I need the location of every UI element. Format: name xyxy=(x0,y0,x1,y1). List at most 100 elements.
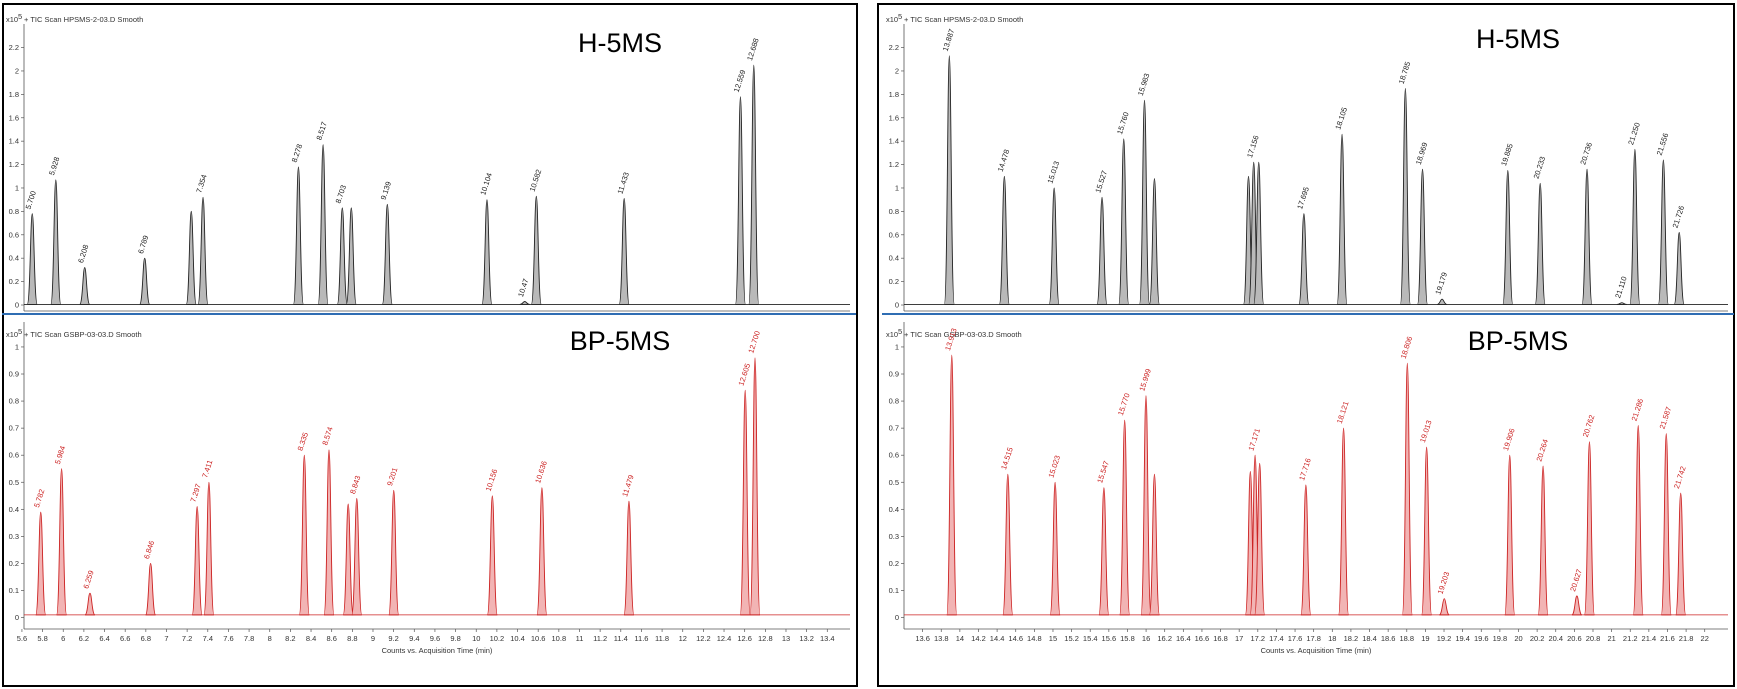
x-tick-label: 9.8 xyxy=(450,634,460,643)
y-tick-label: 2 xyxy=(15,66,19,75)
x-tick-label: 18.8 xyxy=(1399,634,1414,643)
peak-mark xyxy=(1581,168,1593,305)
peak-label: 5.782 xyxy=(32,488,46,509)
peak-mark xyxy=(1660,433,1672,616)
x-tick-label: 19.4 xyxy=(1455,634,1470,643)
x-tick-label: 21.2 xyxy=(1623,634,1638,643)
y-tick-label: 1.6 xyxy=(889,113,899,122)
x-tick-label: 6 xyxy=(61,634,65,643)
x-tick-label: 7.2 xyxy=(182,634,192,643)
peak-mark xyxy=(1098,487,1110,616)
peak-label: 21.250 xyxy=(1626,121,1642,146)
peak-mark xyxy=(735,96,746,305)
y-scale-exponent: 5 xyxy=(18,327,22,336)
peak-label: 13.887 xyxy=(941,28,957,53)
x-tick-label: 15.6 xyxy=(1102,634,1117,643)
chart-title: BP-5MS xyxy=(570,326,671,356)
peak-mark xyxy=(1504,454,1516,616)
x-tick-label: 18 xyxy=(1328,634,1336,643)
x-tick-label: 20.4 xyxy=(1548,634,1563,643)
x-tick-label: 7.6 xyxy=(223,634,233,643)
y-scale-label: x10 xyxy=(886,15,898,24)
peak-label: 17.171 xyxy=(1246,427,1262,452)
peak-label: 18.806 xyxy=(1399,335,1415,360)
x-tick-label: 10.6 xyxy=(531,634,546,643)
y-tick-label: 1 xyxy=(15,342,19,351)
peak-label: 10.582 xyxy=(528,168,544,193)
x-tick-label: 17.4 xyxy=(1269,634,1284,643)
peak-mark xyxy=(145,563,157,616)
peak-label: 21.587 xyxy=(1658,406,1674,431)
peak-mark xyxy=(749,357,761,616)
x-tick-label: 6.6 xyxy=(120,634,130,643)
peak-mark xyxy=(481,199,493,305)
chart-title: H-5MS xyxy=(1476,24,1560,54)
y-scale-label: x10 xyxy=(6,330,18,339)
peak-label: 21.556 xyxy=(1655,132,1671,157)
peak-label: 9.201 xyxy=(385,466,399,487)
x-tick-label: 12.6 xyxy=(737,634,752,643)
peak-label: 15.999 xyxy=(1137,368,1153,393)
y-tick-label: 0.9 xyxy=(9,370,19,379)
peak-label: 5.700 xyxy=(24,190,38,211)
y-tick-label: 1.8 xyxy=(889,90,899,99)
x-tick-label: 8.2 xyxy=(285,634,295,643)
x-tick-label: 18.2 xyxy=(1344,634,1359,643)
x-tick-label: 14 xyxy=(956,634,964,643)
peak-label: 15.983 xyxy=(1136,72,1152,97)
y-tick-label: 0.7 xyxy=(9,424,19,433)
x-tick-label: 10.2 xyxy=(490,634,505,643)
peak-label: 15.023 xyxy=(1046,454,1062,479)
peak-label: 6.259 xyxy=(81,569,95,590)
peak-label: 15.547 xyxy=(1095,460,1111,485)
x-tick-label: 11.4 xyxy=(614,634,628,643)
y-tick-label: 0.6 xyxy=(9,451,19,460)
y-tick-label: 2.2 xyxy=(9,43,19,52)
peak-mark xyxy=(1632,424,1644,616)
peak-label: 19.906 xyxy=(1501,427,1517,452)
peak-mark xyxy=(351,498,363,616)
y-tick-label: 0.3 xyxy=(9,532,19,541)
peak-label: 20.736 xyxy=(1578,141,1594,166)
x-tick-label: 7.8 xyxy=(244,634,254,643)
y-tick-label: 1.2 xyxy=(889,160,899,169)
peak-label: 19.179 xyxy=(1433,271,1449,296)
peak-label: 20.233 xyxy=(1532,155,1548,180)
peak-mark xyxy=(1139,99,1150,305)
peak-mark xyxy=(1537,465,1549,616)
peak-mark xyxy=(486,495,498,616)
peak-label: 8.517 xyxy=(314,121,328,142)
y-tick-label: 0.2 xyxy=(9,559,19,568)
x-tick-label: 20.2 xyxy=(1530,634,1545,643)
peak-mark xyxy=(84,592,96,616)
peak-mark xyxy=(1534,182,1546,305)
peak-label: 10.104 xyxy=(478,172,494,197)
x-tick-label: 6.4 xyxy=(99,634,109,643)
x-tick-label: 14.2 xyxy=(971,634,986,643)
x-tick-label: 14.6 xyxy=(1008,634,1023,643)
x-tick-label: 13.6 xyxy=(915,634,930,643)
x-tick-label: 10.4 xyxy=(510,634,525,643)
peak-mark xyxy=(197,196,209,305)
peak-mark xyxy=(139,257,151,305)
peak-label: 17.695 xyxy=(1295,186,1311,211)
peak-label: 8.574 xyxy=(320,426,334,447)
peak-mark xyxy=(35,511,47,616)
x-tick-label: 9.4 xyxy=(409,634,419,643)
y-tick-label: 0.4 xyxy=(9,505,19,514)
peak-label: 10.636 xyxy=(533,460,549,485)
y-tick-label: 0.2 xyxy=(9,277,19,286)
peak-label: 7.297 xyxy=(188,483,202,504)
peak-mark xyxy=(618,198,630,305)
y-tick-label: 2 xyxy=(895,66,899,75)
y-tick-label: 0.6 xyxy=(9,230,19,239)
y-tick-label: 0.8 xyxy=(889,207,899,216)
y-scale-exponent: 5 xyxy=(898,327,902,336)
x-tick-label: 16 xyxy=(1142,634,1150,643)
peak-label: 15.013 xyxy=(1046,160,1062,185)
y-scale-label: x10 xyxy=(886,330,898,339)
y-tick-label: 0.2 xyxy=(889,277,899,286)
x-tick-label: 22 xyxy=(1701,634,1709,643)
y-tick-label: 0.6 xyxy=(889,451,899,460)
y-tick-label: 0.9 xyxy=(889,370,899,379)
